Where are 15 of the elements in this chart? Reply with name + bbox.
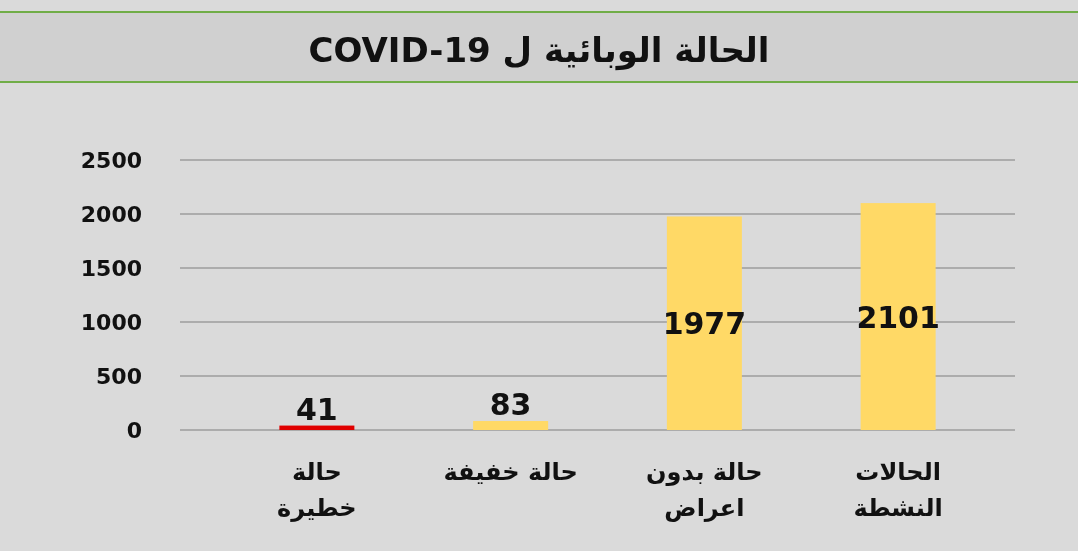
x-tick-label: حالة خطيرة: [277, 458, 357, 522]
x-tick-label: حالة بدون اعراض: [646, 458, 763, 522]
chart-title: الحالة الوبائية ل COVID-19: [308, 30, 770, 71]
y-tick-label: 2500: [80, 148, 142, 173]
y-tick-label: 1500: [80, 256, 142, 281]
x-tick-label: حالة خفيفة: [443, 458, 578, 486]
y-tick-label: 0: [126, 418, 142, 443]
y-tick-label: 1000: [80, 310, 142, 335]
y-tick-label: 500: [96, 364, 142, 389]
x-tick-label: الحالات النشطة: [853, 458, 943, 522]
data-label: 1977: [662, 306, 747, 342]
data-label: 41: [296, 391, 338, 427]
y-tick-label: 2000: [80, 202, 142, 227]
data-label: 2101: [856, 299, 940, 335]
data-label: 83: [489, 387, 532, 423]
